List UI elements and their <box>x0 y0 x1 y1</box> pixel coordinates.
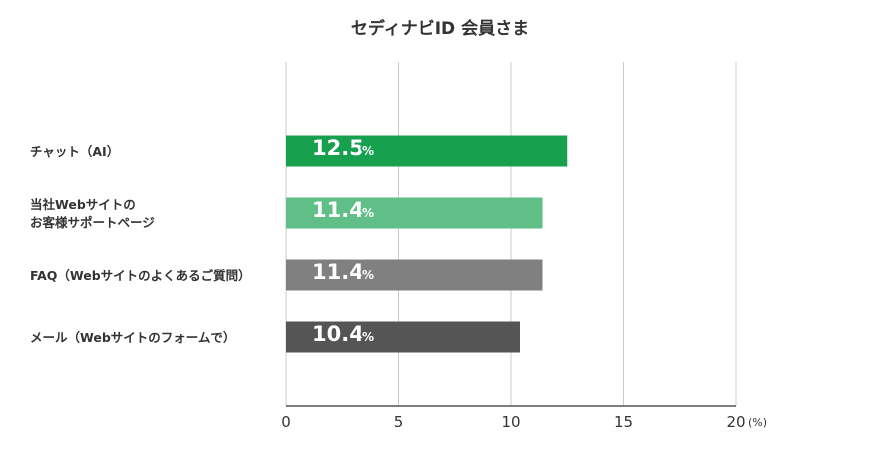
x-tick-label: 10 <box>501 413 520 431</box>
data-label-unit: % <box>362 330 374 344</box>
x-tick-label: 0 <box>281 413 291 431</box>
data-label: 11.4% <box>310 196 377 225</box>
bar <box>286 259 543 291</box>
bar <box>286 321 520 353</box>
x-tick-label: 5 <box>394 413 404 431</box>
category-label: 当社Webサイトのお客様サポートページ <box>30 197 155 230</box>
data-label-unit: % <box>362 144 374 158</box>
data-label-value: 11.4 <box>312 198 364 222</box>
data-label-unit: % <box>362 268 374 282</box>
category-label: FAQ（Webサイトのよくあるご質問） <box>30 268 251 283</box>
bar <box>286 135 568 167</box>
category-labels: チャット（AI） 当社Webサイトのお客様サポートページ FAQ（Webサイトのよく… <box>30 144 251 345</box>
x-axis-unit: (%) <box>748 416 767 429</box>
category-label: チャット（AI） <box>30 144 119 159</box>
x-tick-label: 15 <box>614 413 633 431</box>
bar <box>286 197 543 229</box>
x-tick-labels: 0 5 10 15 20 <box>281 413 745 431</box>
x-tick-label: 20 <box>726 413 745 431</box>
data-label-value: 12.5 <box>312 136 364 160</box>
bars <box>286 135 568 353</box>
data-label-value: 11.4 <box>312 260 364 284</box>
data-label-unit: % <box>362 206 374 220</box>
data-label: 11.4% <box>310 258 377 287</box>
category-label: メール（Webサイトのフォームで） <box>30 330 235 345</box>
chart-title: セディナビID 会員さま <box>351 18 529 39</box>
data-label: 12.5% <box>310 134 377 163</box>
value-labels: 12.5%11.4%11.4%10.4% <box>310 134 377 349</box>
data-label: 10.4% <box>310 320 377 349</box>
data-label-value: 10.4 <box>312 322 364 346</box>
gridlines <box>285 62 737 406</box>
